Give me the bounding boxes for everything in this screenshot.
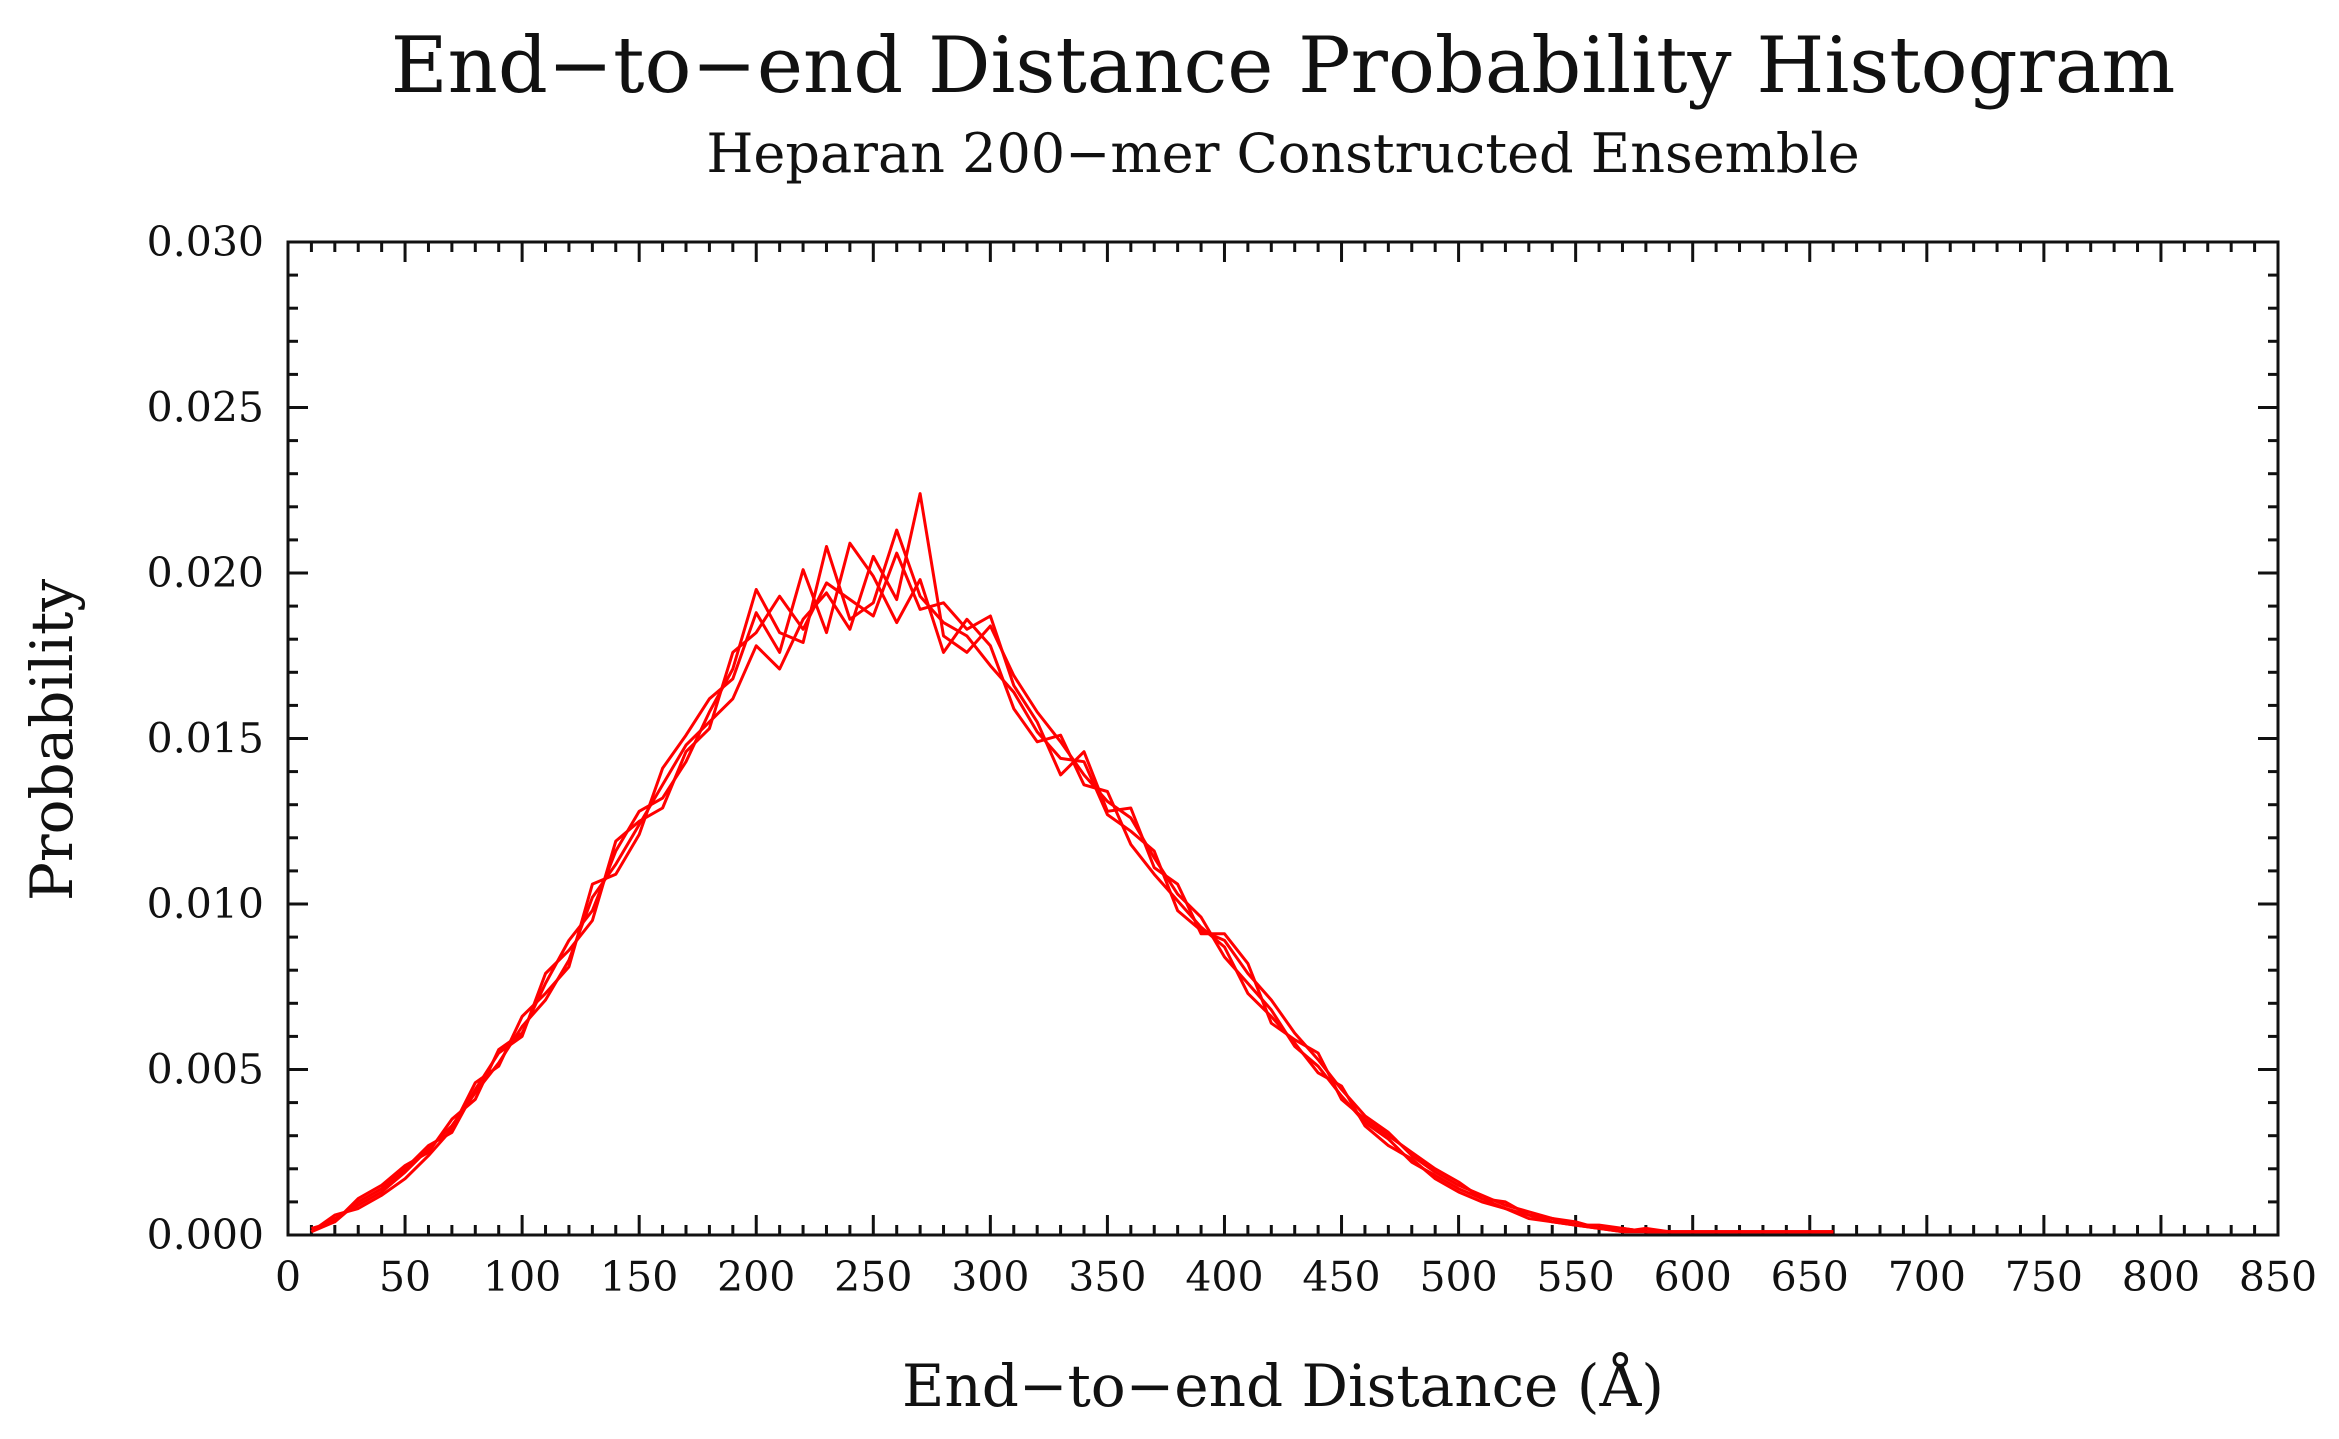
x-tick-label: 100 (483, 1253, 561, 1301)
x-tick-label: 500 (1419, 1253, 1497, 1301)
series-line-1 (310, 492, 1834, 1234)
series-layer (310, 492, 1834, 1234)
x-tick-label: 350 (1068, 1253, 1146, 1301)
x-tick-label: 550 (1537, 1253, 1615, 1301)
x-tick-label: 50 (379, 1253, 431, 1301)
x-tick-label: 200 (717, 1253, 795, 1301)
chart-subtitle: Heparan 200−mer Constructed Ensemble (706, 122, 1859, 185)
y-axis-label: Probability (18, 579, 86, 901)
x-tick-label: 600 (1654, 1253, 1732, 1301)
series-line-4 (310, 551, 1834, 1234)
y-tick-label: 0.005 (147, 1046, 264, 1094)
y-tick-label: 0.020 (147, 549, 264, 597)
y-tick-label: 0.030 (147, 218, 264, 266)
y-tick-label: 0.000 (147, 1211, 264, 1259)
y-tick-label: 0.025 (147, 384, 264, 432)
x-tick-label: 250 (834, 1253, 912, 1301)
y-tick-label: 0.010 (147, 880, 264, 928)
y-tick-label: 0.015 (147, 715, 264, 763)
chart-title: End−to−end Distance Probability Histogra… (391, 21, 2176, 111)
x-axis-label: End−to−end Distance (Å) (902, 1352, 1664, 1420)
x-tick-label: 850 (2239, 1253, 2317, 1301)
x-tick-label: 700 (1888, 1253, 1966, 1301)
x-tick-label: 150 (600, 1253, 678, 1301)
x-tick-label: 0 (275, 1253, 301, 1301)
x-tick-label: 650 (1771, 1253, 1849, 1301)
x-tick-label: 750 (2005, 1253, 2083, 1301)
series-line-3 (310, 541, 1834, 1234)
x-tick-label: 300 (951, 1253, 1029, 1301)
axis-ticks: 0 50 100 150 200 250 300 350 400 450 500 550 600 650 7… (147, 218, 2318, 1301)
plot-frame (286, 240, 2280, 1237)
x-tick-label: 450 (1302, 1253, 1380, 1301)
x-tick-label: 400 (1185, 1253, 1263, 1301)
x-tick-label: 800 (2122, 1253, 2200, 1301)
series-line-2 (310, 528, 1834, 1234)
